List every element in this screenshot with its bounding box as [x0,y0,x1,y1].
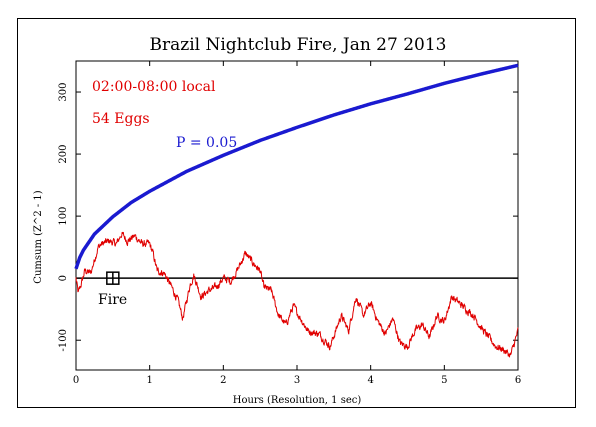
y-tick-label: -100 [58,329,69,351]
time-window-label: 02:00-08:00 local [92,79,216,95]
series-envelope-line [74,63,520,270]
x-tick-label: 4 [367,375,373,386]
y-tick-label: 200 [58,145,69,164]
plot-area [75,60,519,371]
x-axis: 0 1 2 3 4 5 6 [73,61,521,386]
series-cumsum-line [75,231,519,358]
event-label: Fire [98,292,127,308]
x-tick-label: 3 [294,375,300,386]
chart-frame: Brazil Nightclub Fire, Jan 27 2013 0 1 2 3 4… [17,18,576,408]
y-axis-label: Cumsum (Z^2 - 1) [33,190,44,283]
probability-label: P = 0.05 [176,135,237,151]
event-marker [106,271,120,285]
y-tick-label: 300 [58,82,69,101]
chart-svg: Brazil Nightclub Fire, Jan 27 2013 0 1 2 3 4… [33,35,521,406]
x-tick-label: 5 [441,375,447,386]
eggs-count-label: 54 Eggs [92,111,150,127]
x-tick-label: 2 [220,375,226,386]
x-axis-label: Hours (Resolution, 1 sec) [233,395,362,406]
x-tick-label: 0 [73,375,79,386]
x-tick-label: 1 [146,375,152,386]
y-tick-label: 0 [58,275,69,281]
chart-title: Brazil Nightclub Fire, Jan 27 2013 [150,35,447,55]
x-tick-label: 6 [515,375,521,386]
y-tick-label: 100 [58,207,69,226]
